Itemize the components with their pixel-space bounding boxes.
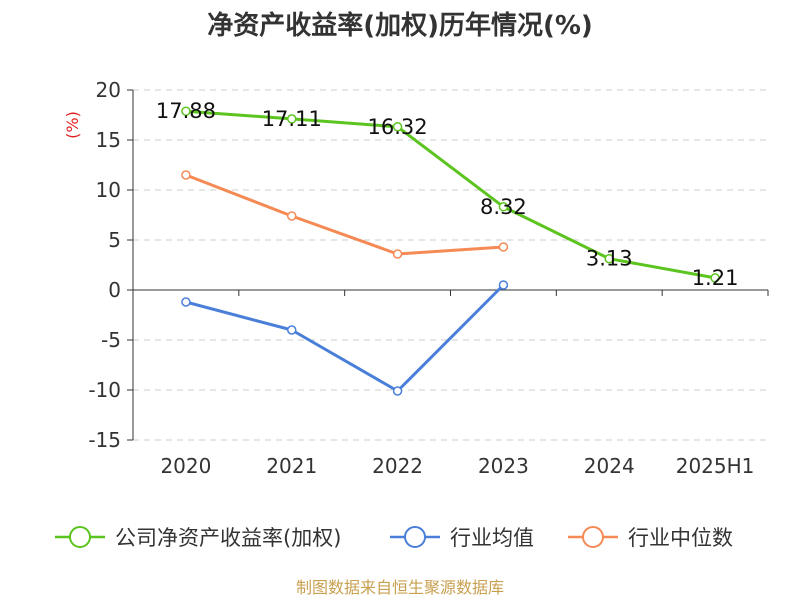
legend-item-2[interactable]: 行业中位数 (568, 526, 733, 550)
legend-label: 公司净资产收益率(加权) (115, 526, 341, 550)
data-label: 3.13 (586, 247, 633, 271)
legend-marker (404, 526, 426, 548)
y-tick-label: 10 (96, 178, 121, 202)
y-tick-label: -15 (88, 428, 121, 452)
legend: 公司净资产收益率(加权) 行业均值 行业中位数 (55, 526, 733, 550)
x-tick-label: 2020 (160, 454, 211, 478)
data-point (181, 297, 191, 307)
y-tick-label: 0 (108, 278, 121, 302)
data-label: 17.11 (262, 107, 322, 131)
axes: 20 15 10 5 0 -5 -10 -15 2020 2021 2022 2023 2024 2025… (88, 78, 769, 478)
y-tick-label: 15 (96, 128, 121, 152)
data-point (498, 242, 509, 252)
series-line-1 (185, 283, 505, 393)
y-tick-label: 20 (96, 78, 121, 102)
data-label: 16.32 (368, 115, 428, 139)
data-point (181, 106, 191, 116)
data-label: 1.21 (692, 266, 739, 290)
legend-item-0[interactable]: 公司净资产收益率(加权) (55, 526, 341, 550)
legend-item-1[interactable]: 行业均值 (390, 526, 534, 550)
y-tick-label: 5 (108, 228, 121, 252)
legend-label: 行业中位数 (628, 526, 733, 550)
grid-lines (133, 89, 768, 441)
data-label: 8.32 (480, 195, 527, 219)
data-point (392, 249, 403, 259)
source-note: 制图数据来自恒生聚源数据库 (296, 578, 504, 597)
data-point (392, 386, 403, 396)
series-line-0 (185, 109, 716, 280)
data-point (287, 114, 297, 124)
x-tick-label: 2022 (372, 454, 423, 478)
legend-label: 行业均值 (450, 526, 534, 550)
series-layer (181, 106, 720, 396)
data-point (498, 280, 509, 290)
legend-marker (582, 526, 604, 548)
y-tick-label: -5 (101, 328, 121, 352)
data-point (498, 202, 509, 212)
data-label: 17.88 (156, 99, 216, 123)
x-tick-label: 2025H1 (676, 454, 755, 478)
x-tick-label: 2021 (266, 454, 317, 478)
legend-marker (69, 526, 91, 548)
series-line-2 (185, 173, 504, 256)
data-point (287, 211, 297, 221)
data-point (287, 325, 297, 335)
chart-title: 净资产收益率(加权)历年情况(%) (207, 10, 593, 41)
data-point (181, 170, 191, 180)
data-labels: 17.88 17.11 16.32 8.32 3.13 1.21 (156, 99, 739, 290)
data-point (392, 122, 403, 132)
x-tick-label: 2024 (584, 454, 635, 478)
y-tick-label: -10 (88, 378, 121, 402)
y-axis-label: (%) (63, 111, 82, 139)
data-point (604, 253, 614, 264)
data-point (710, 273, 720, 283)
x-tick-label: 2023 (478, 454, 529, 478)
